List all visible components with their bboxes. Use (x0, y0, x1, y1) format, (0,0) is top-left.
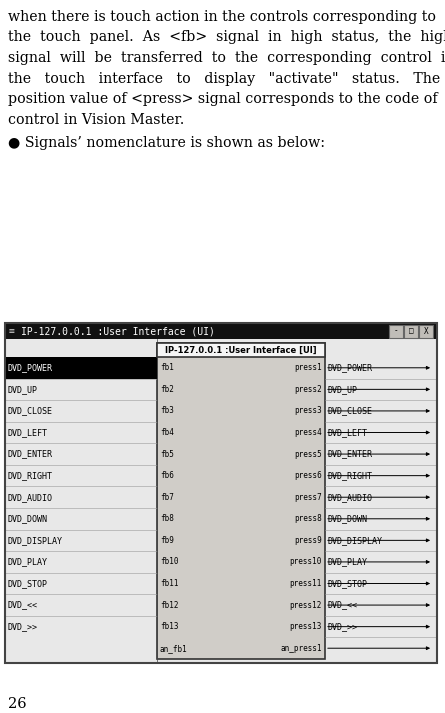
Bar (157, 343, 325, 659)
Bar (5, 339, 437, 663)
Text: press12: press12 (290, 600, 322, 610)
Text: press3: press3 (294, 406, 322, 416)
Text: fb10: fb10 (160, 558, 178, 566)
Text: DVD_LEFT: DVD_LEFT (8, 428, 48, 437)
Text: 26: 26 (8, 697, 27, 711)
Bar (157, 343, 325, 357)
Text: DVD_CLOSE: DVD_CLOSE (8, 406, 53, 416)
Text: position value of <press> signal corresponds to the code of: position value of <press> signal corresp… (8, 92, 437, 106)
Text: fb3: fb3 (160, 406, 174, 416)
Text: DVD_RIGHT: DVD_RIGHT (8, 471, 53, 480)
Text: -: - (394, 327, 398, 336)
Text: an_fb1: an_fb1 (160, 644, 188, 652)
Text: ● Signals’ nomenclature is shown as below:: ● Signals’ nomenclature is shown as belo… (8, 136, 325, 150)
Text: fb1: fb1 (160, 364, 174, 372)
Text: press13: press13 (290, 622, 322, 631)
Text: X: X (424, 327, 429, 336)
Text: DVD_DISPLAY: DVD_DISPLAY (328, 536, 383, 545)
Text: IP-127.0.0.1 :User Interface [UI]: IP-127.0.0.1 :User Interface [UI] (165, 346, 317, 354)
Text: fb9: fb9 (160, 536, 174, 545)
Bar (5, 357, 157, 379)
Bar (419, 324, 433, 337)
Text: fb11: fb11 (160, 579, 178, 588)
Text: press7: press7 (294, 493, 322, 502)
Bar (5, 323, 437, 339)
Text: DVD_PLAY: DVD_PLAY (8, 558, 48, 566)
Text: fb12: fb12 (160, 600, 178, 610)
Text: DVD_AUDIO: DVD_AUDIO (328, 493, 373, 502)
Text: signal  will  be  transferred  to  the  corresponding  control  in: signal will be transferred to the corres… (8, 51, 445, 65)
Text: press10: press10 (290, 558, 322, 566)
Text: IP-127.0.0.1 :User Interface (UI): IP-127.0.0.1 :User Interface (UI) (21, 326, 215, 336)
Text: when there is touch action in the controls corresponding to: when there is touch action in the contro… (8, 10, 436, 24)
Text: fb7: fb7 (160, 493, 174, 502)
Bar (5, 323, 437, 663)
Text: DVD_DOWN: DVD_DOWN (8, 514, 48, 523)
Text: press4: press4 (294, 428, 322, 437)
Text: DVD_RIGHT: DVD_RIGHT (328, 471, 373, 480)
Text: DVD_DOWN: DVD_DOWN (328, 514, 368, 523)
Text: DVD_>>: DVD_>> (328, 622, 358, 631)
Text: press1: press1 (294, 364, 322, 372)
Text: DVD_ENTER: DVD_ENTER (328, 450, 373, 458)
Text: fb5: fb5 (160, 450, 174, 458)
Text: press5: press5 (294, 450, 322, 458)
Text: DVD_POWER: DVD_POWER (328, 364, 373, 372)
Text: fb13: fb13 (160, 622, 178, 631)
Text: the   touch   interface   to   display   "activate"   status.   The: the touch interface to display "activate… (8, 71, 440, 86)
Text: the  touch  panel.  As  <fb>  signal  in  high  status,  the  high: the touch panel. As <fb> signal in high … (8, 31, 445, 44)
Text: DVD_>>: DVD_>> (8, 622, 38, 631)
Text: press9: press9 (294, 536, 322, 545)
Text: press2: press2 (294, 385, 322, 394)
Text: DVD_STOP: DVD_STOP (328, 579, 368, 588)
Text: DVD_CLOSE: DVD_CLOSE (328, 406, 373, 416)
Bar (404, 324, 418, 337)
Text: DVD_<<: DVD_<< (8, 600, 38, 610)
Text: DVD_ENTER: DVD_ENTER (8, 450, 53, 458)
Text: DVD_UP: DVD_UP (8, 385, 38, 394)
Text: DVD_<<: DVD_<< (328, 600, 358, 610)
Text: fb2: fb2 (160, 385, 174, 394)
Text: control in Vision Master.: control in Vision Master. (8, 113, 184, 126)
Text: DVD_PLAY: DVD_PLAY (328, 558, 368, 566)
Text: ≡: ≡ (9, 326, 15, 336)
Text: □: □ (409, 327, 413, 336)
Text: press8: press8 (294, 514, 322, 523)
Bar (389, 324, 403, 337)
Text: press6: press6 (294, 471, 322, 480)
Text: DVD_STOP: DVD_STOP (8, 579, 48, 588)
Text: fb8: fb8 (160, 514, 174, 523)
Text: DVD_POWER: DVD_POWER (8, 364, 53, 372)
Text: DVD_LEFT: DVD_LEFT (328, 428, 368, 437)
Text: DVD_UP: DVD_UP (328, 385, 358, 394)
Text: fb6: fb6 (160, 471, 174, 480)
Text: fb4: fb4 (160, 428, 174, 437)
Text: press11: press11 (290, 579, 322, 588)
Text: DVD_AUDIO: DVD_AUDIO (8, 493, 53, 502)
Text: DVD_DISPLAY: DVD_DISPLAY (8, 536, 63, 545)
Text: an_press1: an_press1 (280, 644, 322, 652)
